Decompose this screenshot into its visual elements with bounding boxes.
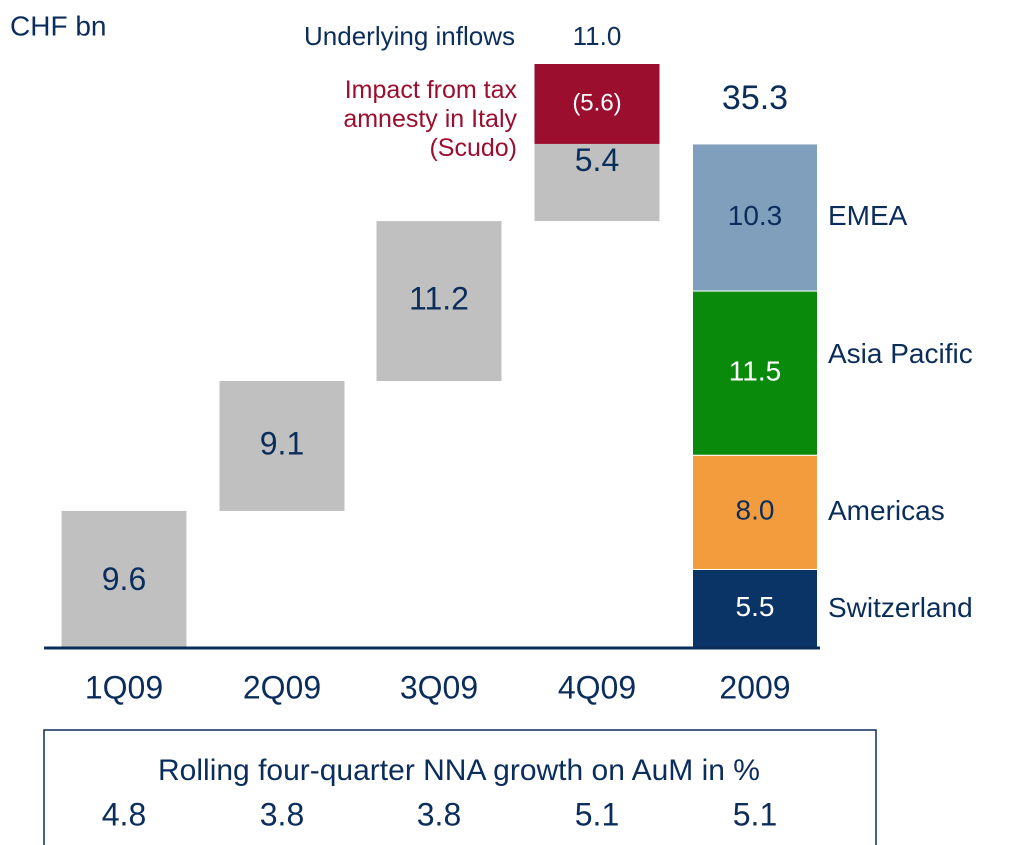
x-tick-label: 3Q09	[400, 669, 478, 705]
x-tick-label: 2Q09	[243, 669, 321, 705]
value-label: 11.2	[409, 280, 469, 316]
growth-title: Rolling four-quarter NNA growth on AuM i…	[158, 754, 760, 787]
x-tick-label: 1Q09	[85, 669, 163, 705]
growth-box	[43, 729, 877, 845]
value-label: 9.1	[260, 425, 304, 461]
total-value: 35.3	[722, 79, 788, 117]
segment-name: Americas	[828, 495, 945, 527]
bar	[61, 510, 187, 648]
segment-value: 11.5	[729, 356, 781, 387]
bar	[376, 221, 502, 381]
x-tick-label: 4Q09	[558, 669, 636, 705]
unit-label: CHF bn	[10, 10, 106, 41]
segment-value: 10.3	[728, 200, 783, 231]
value-label: 5.4	[575, 142, 619, 178]
growth-value: 3.8	[260, 796, 304, 832]
value-label: 9.6	[102, 561, 146, 597]
x-tick-label: 2009	[719, 669, 790, 705]
adjustment-name: Impact from tax amnesty in Italy (Scudo)	[343, 76, 517, 162]
underlying-name: Underlying inflows	[304, 21, 515, 51]
underlying-value: 11.0	[573, 21, 622, 51]
segment	[692, 454, 818, 570]
segment	[692, 143, 818, 292]
growth-value: 5.1	[575, 796, 619, 832]
bar	[534, 143, 660, 222]
bar	[219, 380, 345, 511]
adjustment-bar	[534, 64, 660, 144]
segment-name: Asia Pacific	[828, 338, 973, 370]
segment-value: 5.5	[736, 591, 775, 622]
segment-name: EMEA	[828, 200, 908, 232]
segment-value: 8.0	[736, 495, 775, 526]
growth-value: 5.1	[733, 796, 777, 832]
growth-value: 4.8	[102, 796, 146, 832]
segment	[692, 290, 818, 456]
adjustment-label: (5.6)	[572, 89, 621, 116]
segment-name: Switzerland	[828, 591, 973, 623]
growth-value: 3.8	[417, 796, 461, 832]
segment	[692, 568, 818, 649]
